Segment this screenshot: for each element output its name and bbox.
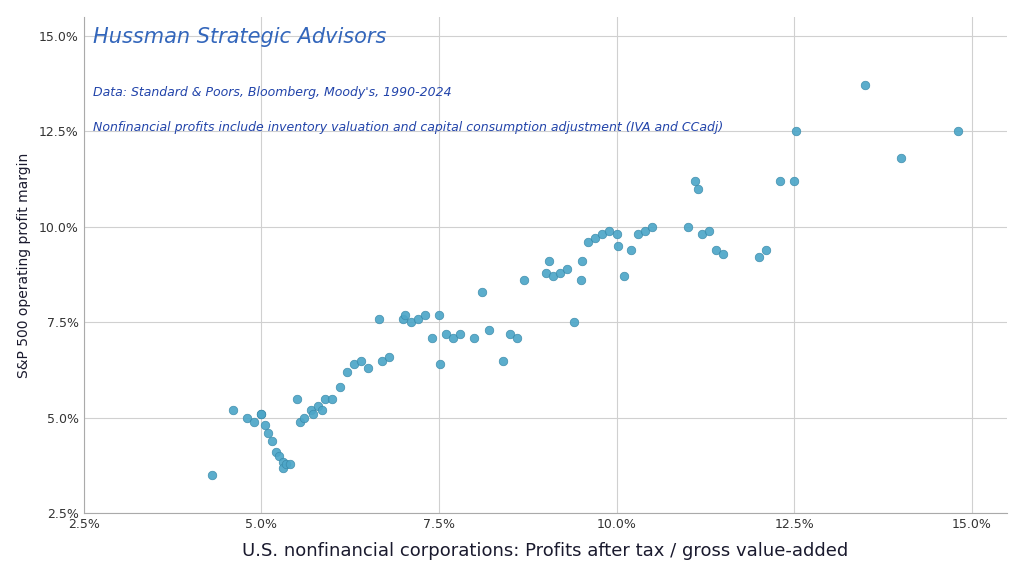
Point — [680, 222, 696, 231]
Point — [438, 329, 455, 338]
Point — [572, 276, 589, 285]
Point — [623, 245, 639, 254]
Point — [271, 451, 288, 460]
Point — [538, 268, 554, 278]
Point — [473, 287, 489, 297]
X-axis label: U.S. nonfinancial corporations: Profits after tax / gross value-added: U.S. nonfinancial corporations: Profits … — [243, 542, 849, 560]
Point — [289, 394, 305, 403]
Point — [552, 268, 568, 278]
Point — [325, 394, 341, 403]
Point — [371, 314, 387, 323]
Point — [786, 177, 803, 186]
Point — [432, 359, 449, 369]
Point — [644, 222, 660, 231]
Point — [608, 230, 625, 239]
Point — [282, 459, 298, 469]
Point — [274, 463, 291, 472]
Point — [257, 421, 273, 430]
Point — [516, 276, 532, 285]
Point — [279, 459, 295, 469]
Point — [253, 410, 269, 419]
Point — [204, 470, 220, 479]
Point — [445, 333, 462, 342]
Point — [601, 226, 617, 235]
Point — [480, 325, 497, 335]
Point — [313, 406, 330, 415]
Point — [690, 184, 707, 193]
Point — [949, 127, 966, 136]
Point — [594, 230, 610, 239]
Point — [224, 406, 241, 415]
Point — [296, 413, 312, 422]
Point — [509, 333, 525, 342]
Point — [402, 318, 419, 327]
Point — [857, 81, 873, 90]
Point — [708, 245, 724, 254]
Y-axis label: S&P 500 operating profit margin: S&P 500 operating profit margin — [16, 152, 31, 377]
Point — [338, 368, 354, 377]
Text: Nonfinancial profits include inventory valuation and capital consumption adjustm: Nonfinancial profits include inventory v… — [93, 121, 723, 134]
Point — [417, 310, 433, 319]
Point — [267, 448, 284, 457]
Point — [303, 406, 319, 415]
Point — [541, 257, 557, 266]
Point — [410, 314, 426, 323]
Point — [559, 264, 575, 273]
Point — [292, 417, 308, 426]
Point — [332, 383, 348, 392]
Point — [587, 234, 603, 243]
Point — [260, 429, 276, 438]
Point — [239, 413, 255, 422]
Point — [495, 356, 511, 365]
Point — [772, 177, 788, 186]
Point — [715, 249, 731, 258]
Text: Hussman Strategic Advisors: Hussman Strategic Advisors — [93, 27, 386, 47]
Point — [274, 457, 291, 466]
Point — [352, 356, 369, 365]
Point — [637, 226, 653, 235]
Point — [431, 310, 447, 319]
Point — [693, 230, 710, 239]
Point — [466, 333, 482, 342]
Point — [610, 241, 627, 250]
Point — [893, 153, 909, 163]
Point — [345, 359, 361, 369]
Point — [374, 356, 390, 365]
Point — [253, 410, 269, 419]
Point — [452, 329, 468, 338]
Point — [545, 272, 561, 281]
Point — [304, 410, 321, 419]
Point — [787, 127, 804, 136]
Point — [317, 394, 334, 403]
Text: Data: Standard & Poors, Bloomberg, Moody's, 1990-2024: Data: Standard & Poors, Bloomberg, Moody… — [93, 86, 452, 99]
Point — [502, 329, 518, 338]
Point — [580, 238, 596, 247]
Point — [566, 318, 583, 327]
Point — [424, 333, 440, 342]
Point — [686, 177, 702, 186]
Point — [700, 226, 717, 235]
Point — [246, 417, 262, 426]
Point — [310, 402, 327, 411]
Point — [630, 230, 646, 239]
Point — [359, 364, 376, 373]
Point — [396, 310, 413, 319]
Point — [381, 352, 397, 361]
Point — [758, 245, 774, 254]
Point — [395, 314, 412, 323]
Point — [751, 253, 767, 262]
Point — [615, 272, 632, 281]
Point — [264, 436, 281, 445]
Point — [574, 257, 591, 266]
